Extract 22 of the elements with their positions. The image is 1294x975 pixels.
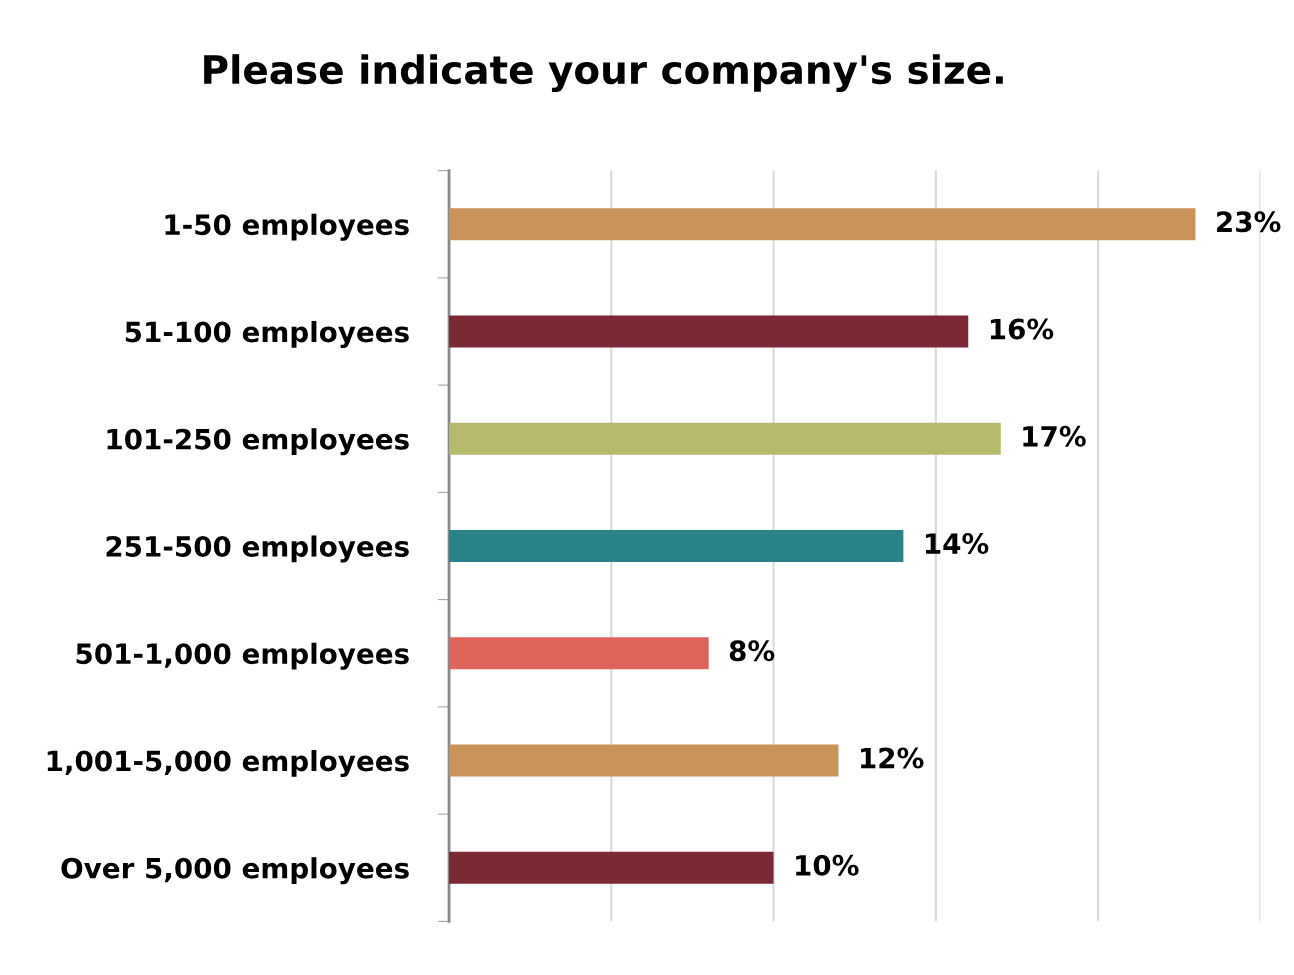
- data-label: 14%: [925, 533, 989, 555]
- y-tick-label: Over 5,000 employees: [61, 857, 409, 885]
- bar: [449, 422, 1001, 455]
- bar: [449, 851, 774, 884]
- bar: [449, 208, 1196, 241]
- data-label: 8%: [729, 640, 775, 662]
- y-tick-label: 501-1,000 employees: [76, 642, 409, 670]
- bar: [449, 637, 709, 670]
- data-label: 17%: [1023, 425, 1086, 447]
- y-tick-label: 1-50 employees: [165, 213, 409, 241]
- y-tick-label: 251-500 employees: [106, 535, 409, 563]
- y-tick-label: 1,001-5,000 employees: [47, 749, 409, 778]
- bar: [449, 744, 839, 777]
- y-tick-label: 51-100 employees: [125, 320, 409, 349]
- data-label: 12%: [861, 747, 924, 769]
- data-label: 16%: [990, 318, 1054, 340]
- bar: [449, 529, 904, 563]
- data-label: 23%: [1217, 211, 1281, 233]
- bar: [449, 315, 969, 348]
- y-tick-label: 101-250 employees: [107, 428, 409, 456]
- chart-title: Please indicate your company's size.: [204, 54, 1003, 93]
- data-label: 10%: [796, 854, 859, 876]
